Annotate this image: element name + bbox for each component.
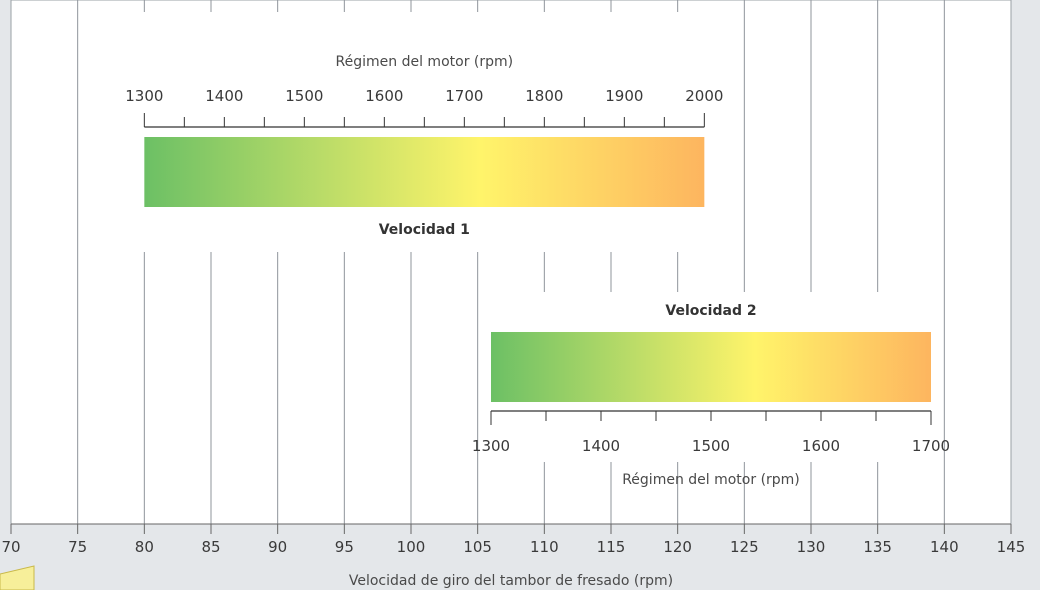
x-tick-label-75: 75 <box>68 538 87 556</box>
engine-tick-label-1-1700: 1700 <box>445 87 483 105</box>
speed-bars: Velocidad 1 Velocidad 2 <box>144 137 931 402</box>
speed-bar-2 <box>491 332 931 402</box>
speed-bar-title-1: Velocidad 1 <box>379 222 470 238</box>
x-tick-label-130: 130 <box>797 538 826 556</box>
x-tick-label-100: 100 <box>397 538 426 556</box>
engine-tick-label-1-1400: 1400 <box>205 87 243 105</box>
grid-lines <box>77 0 945 524</box>
engine-tick-label-1-1300: 1300 <box>125 87 163 105</box>
plot-area <box>10 0 1012 525</box>
engine-tick-label-1-1800: 1800 <box>525 87 563 105</box>
x-axis: 70 75 80 85 90 95 100 105 110 115 120 125 130 135 140 1… <box>1 523 1026 556</box>
engine-tick-label-2-1700: 1700 <box>912 437 950 455</box>
speed-bar-1 <box>144 137 705 207</box>
x-tick-label-135: 135 <box>863 538 892 556</box>
speed-bar-title-2: Velocidad 2 <box>665 303 756 319</box>
x-tick-label-115: 115 <box>597 538 626 556</box>
engine-tick-label-2-1500: 1500 <box>692 437 730 455</box>
engine-tick-label-1-1900: 1900 <box>605 87 643 105</box>
x-tick-label-95: 95 <box>335 538 354 556</box>
x-tick-label-70: 70 <box>1 538 20 556</box>
corner-tab-decoration <box>0 565 35 590</box>
engine-tick-label-1-1600: 1600 <box>365 87 403 105</box>
x-tick-label-110: 110 <box>530 538 559 556</box>
engine-tick-label-2-1300: 1300 <box>472 437 510 455</box>
x-tick-label-125: 125 <box>730 538 759 556</box>
engine-tick-label-2-1400: 1400 <box>582 437 620 455</box>
engine-axis-title-2: Régimen del motor (rpm) <box>622 472 800 488</box>
x-tick-label-90: 90 <box>268 538 287 556</box>
x-tick-label-105: 105 <box>463 538 492 556</box>
engine-tick-label-1-1500: 1500 <box>285 87 323 105</box>
engine-tick-label-1-2000: 2000 <box>685 87 723 105</box>
engine-axis-title-1: Régimen del motor (rpm) <box>336 54 514 70</box>
engine-tick-label-2-1600: 1600 <box>802 437 840 455</box>
x-tick-label-140: 140 <box>930 538 959 556</box>
engine-rpm-axes: 1300 1400 1500 1600 1700 1800 1900 2000 Régimen … <box>125 54 950 488</box>
x-axis-title: Velocidad de giro del tambor de fresado … <box>349 573 673 589</box>
x-tick-label-145: 145 <box>997 538 1026 556</box>
x-tick-label-80: 80 <box>135 538 154 556</box>
x-tick-label-85: 85 <box>201 538 220 556</box>
x-tick-label-120: 120 <box>663 538 692 556</box>
